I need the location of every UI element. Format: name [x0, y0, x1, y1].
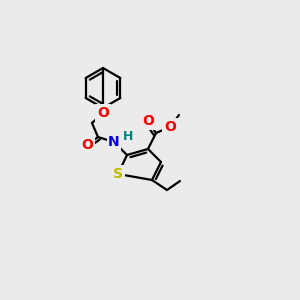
Text: O: O: [164, 120, 176, 134]
Text: O: O: [142, 114, 154, 128]
Text: S: S: [113, 167, 123, 181]
Text: O: O: [97, 106, 109, 120]
Text: O: O: [81, 138, 93, 152]
Text: H: H: [123, 130, 133, 143]
Text: N: N: [108, 135, 120, 149]
